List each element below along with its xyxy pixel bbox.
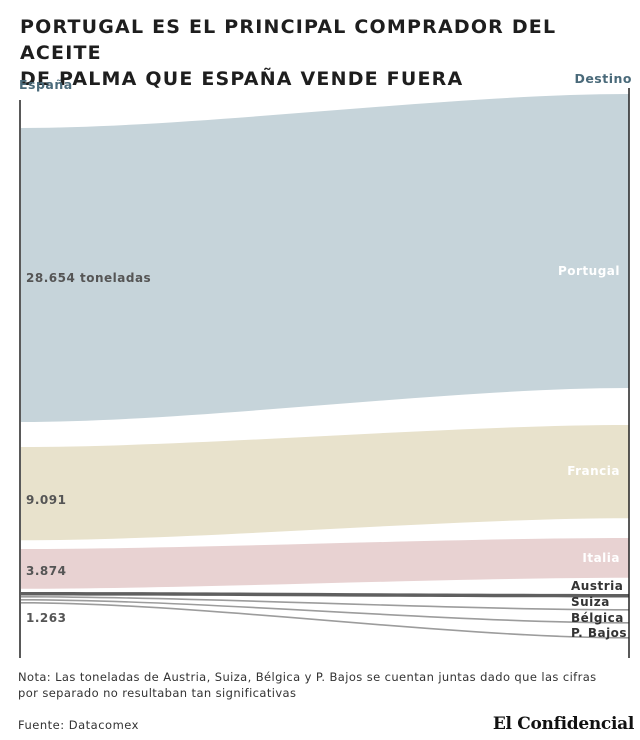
target-label-belgica: Bélgica — [571, 611, 624, 625]
flow-band-belgica — [21, 599, 629, 624]
flow-band-portugal — [21, 94, 629, 422]
source-text: Fuente: Datacomex — [18, 718, 139, 732]
target-label-italia: Italia — [582, 551, 620, 565]
chart-title: PORTUGAL ES EL PRINCIPAL COMPRADOR DEL A… — [20, 14, 630, 92]
left-axis-label: España — [19, 77, 73, 92]
footnote: Nota: Las toneladas de Austria, Suiza, B… — [18, 670, 597, 700]
brand-logo: El Confidencial — [492, 714, 634, 734]
right-axis-label: Destino — [574, 71, 632, 86]
flow-band-suiza — [21, 596, 629, 611]
flow-band-francia — [21, 425, 629, 541]
source-value-portugal: 28.654 toneladas — [26, 271, 151, 285]
flow-band-italia — [21, 538, 629, 589]
target-label-suiza: Suiza — [571, 595, 610, 609]
target-label-francia: Francia — [567, 464, 620, 478]
source-value-italia: 3.874 — [26, 564, 66, 578]
chart-title-line-1: PORTUGAL ES EL PRINCIPAL COMPRADOR DEL A… — [20, 16, 557, 64]
flow-band-austria — [21, 592, 629, 598]
chart-title-line-2: DE PALMA QUE ESPAÑA VENDE FUERA — [20, 68, 464, 90]
source-value-francia: 9.091 — [26, 493, 66, 507]
target-label-austria: Austria — [571, 579, 623, 593]
target-label-p-bajos: P. Bajos — [571, 626, 627, 640]
source-value-grouped: 1.263 — [26, 611, 66, 625]
flow-band-p-bajos — [21, 602, 629, 639]
target-label-portugal: Portugal — [558, 264, 620, 278]
